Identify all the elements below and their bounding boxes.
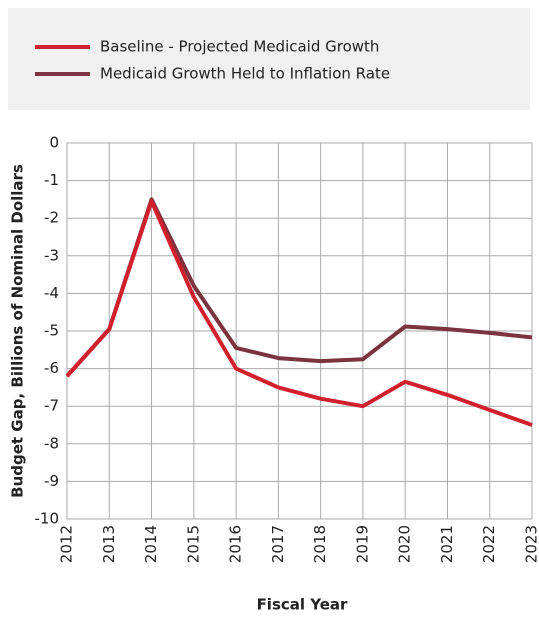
- y-tick-label: -10: [35, 510, 60, 528]
- y-tick-label: 0: [49, 134, 59, 152]
- y-tick-label: -7: [44, 397, 59, 415]
- x-tick-label: 2014: [142, 525, 160, 563]
- x-tick-label: 2017: [269, 525, 287, 563]
- x-tick-label: 2022: [480, 525, 498, 563]
- y-tick-label: -8: [44, 434, 59, 452]
- x-tick-label: 2016: [227, 525, 245, 563]
- x-tick-label: 2021: [438, 525, 456, 563]
- x-tick-label: 2018: [311, 525, 329, 563]
- x-tick-label: 2020: [396, 525, 414, 563]
- x-tick-label: 2012: [58, 525, 76, 563]
- legend-box: [8, 8, 530, 110]
- x-tick-label: 2015: [184, 525, 202, 563]
- x-axis-title: Fiscal Year: [257, 596, 348, 614]
- y-tick-label: -9: [44, 472, 59, 490]
- series-line: [67, 201, 532, 425]
- y-tick-label: -6: [44, 359, 59, 377]
- x-tick-label: 2013: [100, 525, 118, 563]
- y-tick-label: -4: [44, 284, 59, 302]
- x-tick-label: 2019: [353, 525, 371, 563]
- y-tick-label: -5: [44, 322, 59, 340]
- x-tick-label: 2023: [523, 525, 539, 563]
- y-tick-label: -2: [44, 209, 59, 227]
- legend-label: Medicaid Growth Held to Inflation Rate: [100, 65, 390, 83]
- legend-label: Baseline - Projected Medicaid Growth: [100, 38, 379, 56]
- y-tick-label: -3: [44, 246, 59, 264]
- y-axis-title: Budget Gap, Billions of Nominal Dollars: [9, 164, 27, 498]
- y-tick-label: -1: [44, 171, 59, 189]
- series-line: [67, 199, 532, 376]
